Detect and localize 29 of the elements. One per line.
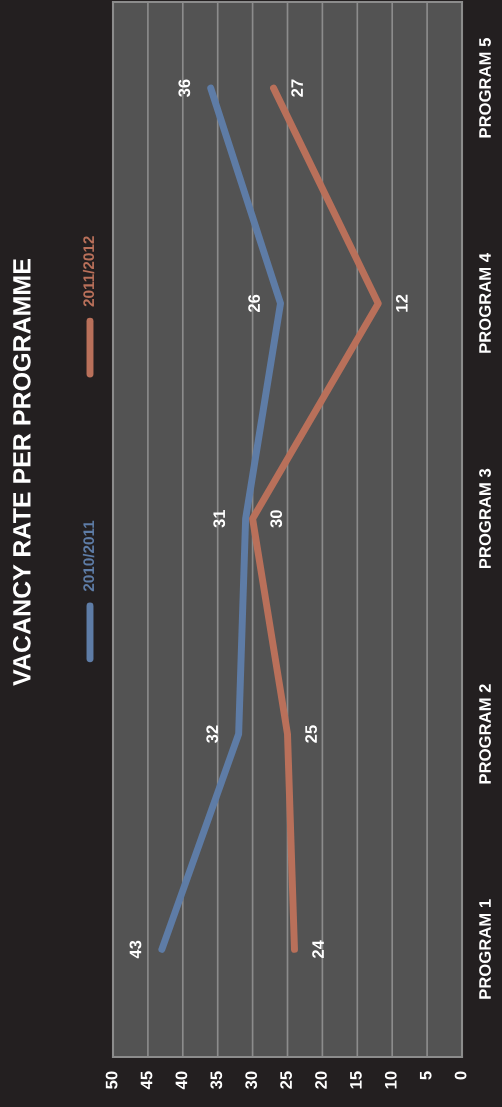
data-label: 30	[270, 510, 283, 528]
x-tick-label: 25	[280, 1071, 292, 1089]
data-label: 12	[395, 294, 408, 312]
x-tick-label: 15	[350, 1071, 362, 1089]
data-label: 43	[129, 940, 142, 959]
x-tick-label: 50	[105, 1071, 118, 1089]
y-tick-label: PROGRAM 3	[479, 468, 491, 569]
text: VACANCY RATE PER PROGRAMME	[13, 259, 31, 686]
y-tick-label: PROGRAM 4	[479, 253, 491, 353]
x-tick-label: 30	[245, 1071, 258, 1090]
data-label: 36	[178, 79, 191, 98]
data-label: 27	[291, 79, 303, 97]
data-label: 25	[305, 725, 317, 743]
x-tick-label: 35	[210, 1071, 223, 1090]
text: 2010/2011	[82, 520, 95, 592]
y-tick-label: PROGRAM 1	[479, 899, 491, 999]
x-tick-label: 10	[384, 1071, 397, 1089]
x-tick-label: 5	[419, 1071, 432, 1080]
data-label: 26	[248, 294, 260, 313]
data-label: 31	[213, 509, 226, 528]
data-label: 32	[206, 725, 219, 743]
x-tick-label: 40	[175, 1071, 188, 1090]
x-tick-label: 45	[140, 1071, 153, 1090]
x-tick-label: 20	[315, 1071, 327, 1089]
data-label: 24	[312, 940, 324, 959]
y-tick-label: PROGRAM 5	[479, 38, 491, 138]
x-tick-label: 0	[454, 1071, 467, 1080]
text: 2011/2012	[82, 236, 95, 307]
y-tick-label: PROGRAM 2	[479, 684, 491, 784]
